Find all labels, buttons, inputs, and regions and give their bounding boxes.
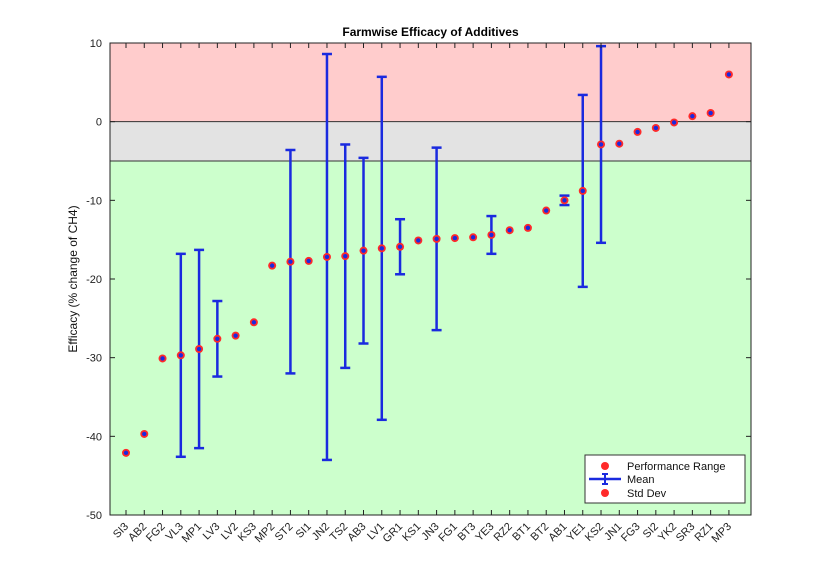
legend-label-std-dev: Std Dev xyxy=(627,488,667,500)
legend-label-performance-range: Performance Range xyxy=(627,461,725,473)
band-0 xyxy=(110,43,751,122)
x-tick-label-jn3: JN3 xyxy=(419,521,441,543)
mean-dot-ab2 xyxy=(142,431,147,437)
mean-dot-yk2 xyxy=(671,120,677,125)
mean-dot-st2 xyxy=(288,259,293,264)
x-tick-label-si1: SI1 xyxy=(294,521,314,541)
legend: Performance Range Mean Std Dev xyxy=(584,454,746,504)
chart-title: Farmwise Efficacy of Additives xyxy=(342,25,519,39)
x-tick-label-mp3: MP3 xyxy=(710,521,734,545)
x-tick-label-bt1: BT1 xyxy=(510,521,533,544)
y-tick-label: 10 xyxy=(90,38,102,50)
legend-marker-performance-range xyxy=(601,462,609,470)
mean-dot-mp1 xyxy=(196,346,202,352)
x-tick-label-lv2: LV2 xyxy=(219,521,241,543)
mean-dot-vl3 xyxy=(178,353,184,358)
x-tick-label-ab1: AB1 xyxy=(546,521,569,544)
mean-dot-ab3 xyxy=(361,248,366,253)
mean-dot-mp3 xyxy=(726,72,732,77)
mean-dot-ab1 xyxy=(562,198,567,203)
mean-dot-jn2 xyxy=(324,254,330,260)
y-tick-label: -50 xyxy=(86,510,102,522)
mean-dot-si1 xyxy=(306,258,311,264)
background-bands xyxy=(110,43,751,515)
mean-dot-ks1 xyxy=(416,238,421,243)
y-tick-label: -20 xyxy=(86,274,102,286)
x-tick-label-lv3: LV3 xyxy=(201,521,223,543)
x-tick-label-bt3: BT3 xyxy=(455,521,478,544)
x-tick-label-fg3: FG3 xyxy=(619,521,643,545)
x-tick-label-st2: ST2 xyxy=(273,521,296,544)
y-tick-label: -40 xyxy=(86,431,102,443)
mean-dot-si3 xyxy=(123,450,129,456)
x-tick-label-ts2: TS2 xyxy=(328,521,351,544)
x-tick-label-ab2: AB2 xyxy=(126,521,149,544)
y-tick-label: -30 xyxy=(86,353,102,365)
x-tick-label-fg1: FG1 xyxy=(436,521,460,545)
mean-dot-rz1 xyxy=(708,110,713,116)
mean-dot-lv3 xyxy=(215,336,220,341)
x-tick-label-ks2: KS2 xyxy=(583,521,606,544)
x-tick-label-ye1: YE1 xyxy=(565,521,588,544)
x-tick-label-sr3: SR3 xyxy=(674,521,698,545)
x-tick-label-rz2: RZ2 xyxy=(492,521,515,544)
mean-dot-fg1 xyxy=(452,235,458,241)
legend-marker-mean xyxy=(589,473,621,485)
legend-label-mean: Mean xyxy=(627,474,655,486)
mean-dot-jn1 xyxy=(617,141,622,146)
x-tick-label-jn1: JN1 xyxy=(602,521,624,543)
mean-dot-ye1 xyxy=(580,188,585,194)
x-tick-label-ye3: YE3 xyxy=(473,521,496,544)
mean-dot-jn3 xyxy=(434,236,439,242)
x-tick-label-yk2: YK2 xyxy=(656,521,679,544)
x-tick-label-ks1: KS1 xyxy=(400,521,423,544)
x-tick-label-fg2: FG2 xyxy=(144,521,168,545)
x-tick-label-bt2: BT2 xyxy=(529,521,552,544)
mean-dot-fg3 xyxy=(635,129,640,135)
mean-dot-fg2 xyxy=(160,356,165,361)
mean-dot-lv1 xyxy=(379,246,384,251)
y-tick-label: -10 xyxy=(86,195,102,207)
legend-marker-std-dev xyxy=(601,489,609,497)
y-tick-label: 0 xyxy=(96,117,102,129)
mean-dot-ts2 xyxy=(343,253,348,259)
mean-dot-bt3 xyxy=(470,235,476,240)
mean-dot-ks2 xyxy=(598,142,604,147)
x-tick-label-jn2: JN2 xyxy=(310,521,332,543)
mean-dot-ks3 xyxy=(251,320,257,325)
chart-marks xyxy=(122,44,733,462)
mean-dot-lv2 xyxy=(233,333,238,338)
mean-dot-sr3 xyxy=(690,113,695,119)
mean-dot-ye3 xyxy=(489,232,494,238)
mean-dot-bt1 xyxy=(525,225,531,231)
mean-dot-mp2 xyxy=(269,263,275,268)
mean-dot-gr1 xyxy=(397,244,403,249)
x-tick-label-ab3: AB3 xyxy=(345,521,368,544)
band-1 xyxy=(110,121,751,161)
mean-dot-si2 xyxy=(653,125,659,131)
mean-dot-rz2 xyxy=(507,228,512,233)
y-axis-label: Efficacy (% change of CH4) xyxy=(66,205,80,352)
mean-dot-bt2 xyxy=(544,208,549,213)
